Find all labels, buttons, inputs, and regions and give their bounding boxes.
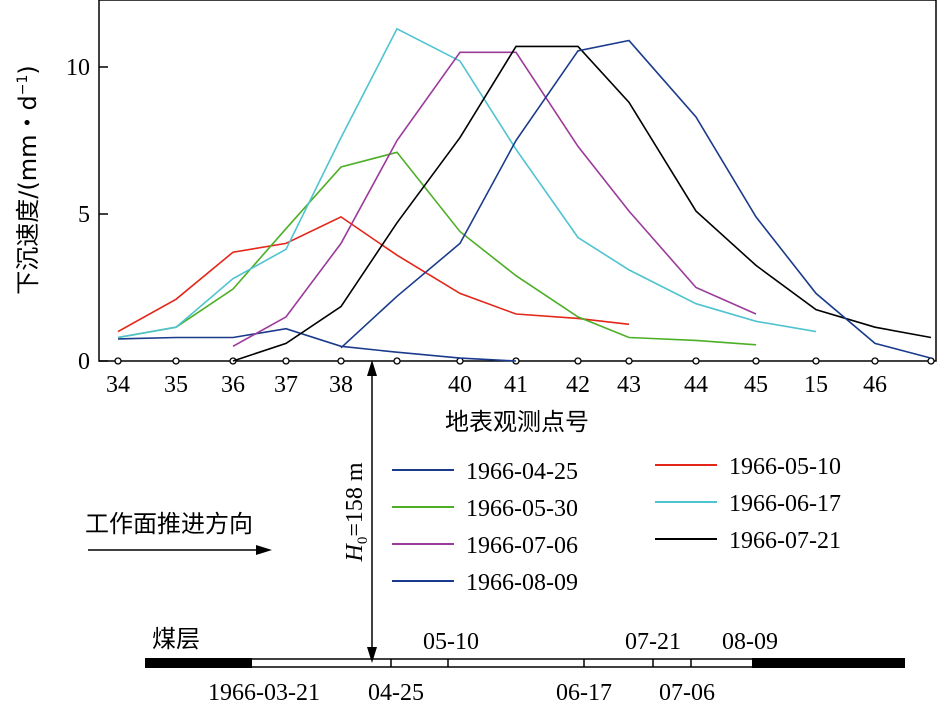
depth-label: H0=158 m bbox=[342, 462, 371, 562]
depth-arrow bbox=[367, 360, 377, 663]
x-tick-marker bbox=[114, 357, 122, 365]
x-tick-marker bbox=[393, 357, 401, 365]
series-line-1966-04-25 bbox=[117, 327, 517, 362]
face-date-05-10: 05-10 bbox=[423, 629, 479, 655]
x-tick-label: 43 bbox=[617, 372, 641, 398]
x-tick-label: 46 bbox=[863, 372, 887, 398]
x-tick-marker bbox=[337, 357, 345, 365]
depth-label-value: =158 m bbox=[342, 462, 368, 537]
x-tick-label: 45 bbox=[744, 372, 768, 398]
seam-label: 煤层 bbox=[152, 625, 200, 653]
x-tick-marker bbox=[927, 357, 935, 365]
series-line-1966-08-09 bbox=[340, 39, 932, 359]
legend-label: 1966-05-30 bbox=[466, 496, 578, 522]
series-layer bbox=[117, 27, 932, 362]
series-line-1966-07-06 bbox=[232, 51, 757, 347]
x-tick-label: 42 bbox=[566, 372, 590, 398]
series-line-1966-07-21 bbox=[232, 45, 932, 362]
y-axis-label-close: ) bbox=[14, 65, 42, 74]
x-tick-label: 44 bbox=[684, 372, 708, 398]
x-tick-marker bbox=[871, 357, 879, 365]
x-tick-marker bbox=[625, 357, 633, 365]
x-tick-marker bbox=[282, 357, 290, 365]
x-axis-ticks: 34 35 36 37 38 40 41 42 43 44 45 15 46 bbox=[106, 357, 935, 398]
x-tick-label: 36 bbox=[221, 372, 245, 398]
face-date-07-21: 07-21 bbox=[625, 629, 681, 655]
x-tick-label: 37 bbox=[274, 372, 298, 398]
x-tick-marker bbox=[692, 357, 700, 365]
advance-direction-arrow bbox=[88, 545, 272, 555]
y-axis-label: 下沉速度/(mm・d−1) bbox=[14, 65, 42, 294]
face-date-06-17: 06-17 bbox=[556, 680, 612, 706]
face-date-04-25: 04-25 bbox=[368, 680, 424, 706]
face-date-08-09: 08-09 bbox=[722, 629, 778, 655]
y-axis-label-main: 下沉速度/(mm・d bbox=[14, 95, 42, 294]
x-tick-marker bbox=[752, 357, 760, 365]
y-axis-label-sup: −1 bbox=[15, 75, 31, 96]
x-tick-label: 40 bbox=[448, 372, 472, 398]
x-tick-marker bbox=[172, 357, 180, 365]
legend-label: 1966-07-06 bbox=[466, 533, 578, 559]
y-axis-ticks: 0 5 10 bbox=[66, 55, 108, 375]
x-axis-label: 地表观测点号 bbox=[445, 408, 589, 436]
y-tick-label: 5 bbox=[78, 202, 90, 228]
legend-label: 1966-04-25 bbox=[466, 459, 578, 485]
y-tick-label: 10 bbox=[66, 55, 90, 81]
x-tick-marker bbox=[812, 357, 820, 365]
face-date-07-06: 07-06 bbox=[659, 680, 715, 706]
x-tick-label: 15 bbox=[804, 372, 828, 398]
x-tick-label: 38 bbox=[329, 372, 353, 398]
x-tick-label: 41 bbox=[504, 372, 528, 398]
series-line-1966-05-30 bbox=[117, 151, 757, 346]
legend-label: 1966-07-21 bbox=[729, 528, 841, 554]
face-date-1966-03-21: 1966-03-21 bbox=[208, 680, 320, 706]
coal-seam bbox=[145, 658, 905, 668]
x-tick-marker bbox=[574, 357, 582, 365]
legend-label: 1966-08-09 bbox=[466, 570, 578, 596]
legend-label: 1966-06-17 bbox=[729, 491, 841, 517]
series-line-1966-06-17 bbox=[117, 27, 817, 339]
advance-direction-label: 工作面推进方向 bbox=[85, 510, 253, 538]
x-tick-label: 34 bbox=[106, 372, 130, 398]
x-tick-label: 35 bbox=[164, 372, 188, 398]
series-line-1966-05-10 bbox=[117, 215, 630, 333]
legend-label: 1966-05-10 bbox=[729, 454, 841, 480]
depth-label-sub: 0 bbox=[355, 537, 371, 545]
legend: 1966-04-25 1966-05-30 1966-07-06 1966-08-09… bbox=[392, 454, 841, 596]
depth-label-h: H bbox=[342, 543, 368, 563]
y-tick-label: 0 bbox=[78, 349, 90, 375]
